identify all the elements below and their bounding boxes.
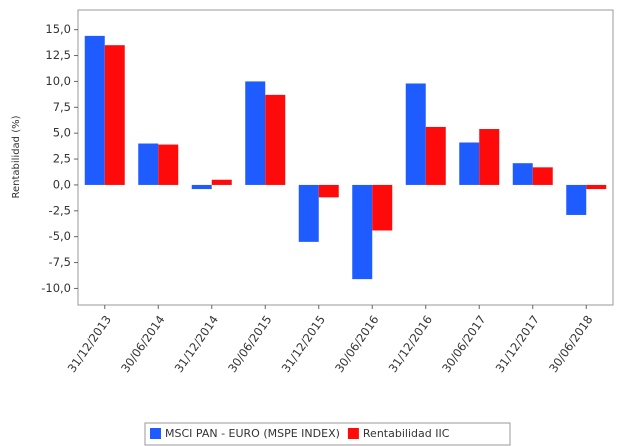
bar	[265, 94, 286, 185]
bar	[459, 142, 480, 185]
bar	[512, 163, 533, 185]
bar	[532, 167, 553, 185]
bar	[405, 83, 426, 185]
y-tick-label: 2,5	[53, 152, 71, 166]
y-tick-label: -7,5	[49, 255, 71, 269]
y-axis-label: Rentabilidad (%)	[11, 115, 22, 198]
legend-label: Rentabilidad IIC	[363, 427, 450, 440]
x-tick-label: 31/12/2017	[493, 313, 542, 375]
legend-swatch	[347, 428, 359, 439]
x-tick-label: 30/06/2015	[225, 313, 274, 375]
bar	[84, 35, 105, 185]
x-tick-label: 30/06/2014	[118, 313, 167, 375]
y-tick-label: -5,0	[49, 229, 71, 243]
bar	[318, 184, 339, 198]
x-tick-label: 30/06/2016	[332, 313, 381, 375]
y-tick-label: -2,5	[49, 203, 71, 217]
y-tick-label: -10,0	[41, 281, 71, 295]
y-tick-label: 0,0	[53, 177, 71, 191]
bar	[586, 184, 607, 190]
bar	[138, 143, 159, 185]
bar	[298, 184, 319, 242]
bar	[352, 184, 373, 280]
x-tick-label: 31/12/2015	[279, 313, 328, 375]
x-tick-label: 30/06/2018	[546, 313, 595, 375]
x-tick-label: 31/12/2014	[172, 313, 221, 375]
bar	[158, 144, 179, 185]
y-tick-label: 15,0	[45, 22, 71, 36]
bar	[372, 184, 393, 231]
x-tick-label: 31/12/2016	[386, 313, 435, 375]
bar	[191, 184, 212, 190]
y-tick-label: 7,5	[53, 100, 71, 114]
y-tick-label: 10,0	[45, 74, 71, 88]
legend-swatch	[150, 428, 161, 439]
y-tick-label: 12,5	[45, 48, 71, 62]
bar	[425, 126, 446, 185]
legend-box	[144, 422, 511, 446]
x-tick-label: 30/06/2017	[439, 313, 488, 375]
bar	[104, 45, 125, 185]
bar	[479, 129, 500, 185]
y-tick-label: 5,0	[53, 126, 71, 140]
legend-label: MSCI PAN - EURO (MSPE INDEX)	[165, 427, 340, 440]
bar	[245, 81, 266, 185]
bar	[211, 179, 232, 185]
bar	[566, 184, 587, 215]
x-tick-label: 31/12/2013	[65, 313, 114, 375]
